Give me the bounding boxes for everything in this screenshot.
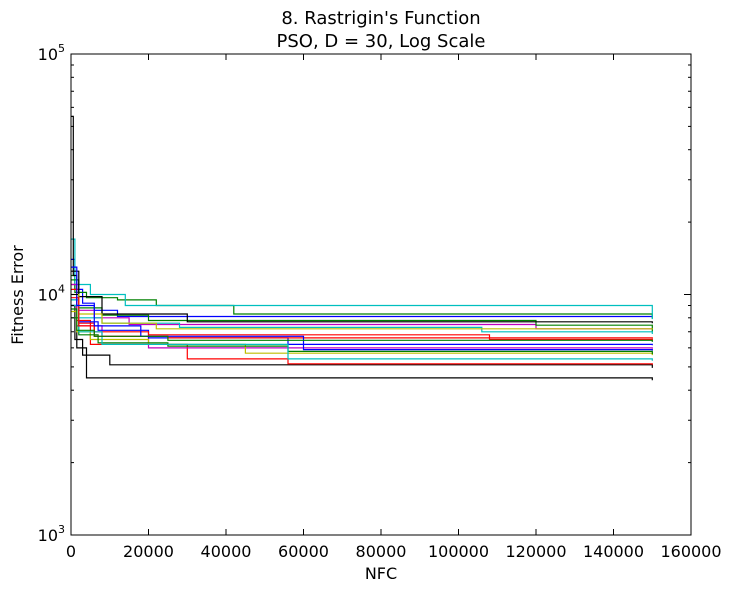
x-tick-label: 60000	[278, 542, 329, 561]
x-axis: 0 20000 40000 60000 80000 100000 120000 140000 1…	[66, 54, 722, 561]
series-line-2	[71, 274, 653, 319]
x-tick-label: 80000	[356, 542, 407, 561]
plot-frame	[70, 53, 692, 536]
series-line-18	[71, 297, 653, 339]
x-tick-label: 40000	[201, 542, 252, 561]
y-tick-label: 105	[38, 42, 65, 64]
chart-title: 8. Rastrigin's Function	[281, 8, 480, 29]
y-tick-label: 104	[38, 283, 65, 305]
x-tick-label: 120000	[505, 542, 566, 561]
y-axis-label: Fitness Error	[8, 245, 27, 345]
series-line-20	[71, 308, 653, 342]
x-tick-label: 160000	[660, 542, 721, 561]
x-tick-label: 0	[66, 542, 76, 561]
series-line-4	[71, 115, 653, 381]
series-layer	[71, 115, 653, 381]
series-line-8	[71, 310, 653, 356]
x-tick-label: 20000	[123, 542, 174, 561]
series-line-19	[71, 266, 653, 351]
series-line-11	[71, 288, 653, 342]
series-line-5	[71, 304, 653, 368]
series-line-15	[71, 270, 653, 324]
x-axis-label: NFC	[365, 564, 397, 583]
series-line-1	[71, 258, 653, 318]
y-tick-label: 103	[38, 523, 65, 545]
x-tick-label: 140000	[583, 542, 644, 561]
x-tick-label: 100000	[428, 542, 489, 561]
chart-subtitle: PSO, D = 30, Log Scale	[277, 31, 486, 52]
y-axis: 103 104 105	[38, 42, 691, 545]
series-line-3	[71, 238, 653, 320]
